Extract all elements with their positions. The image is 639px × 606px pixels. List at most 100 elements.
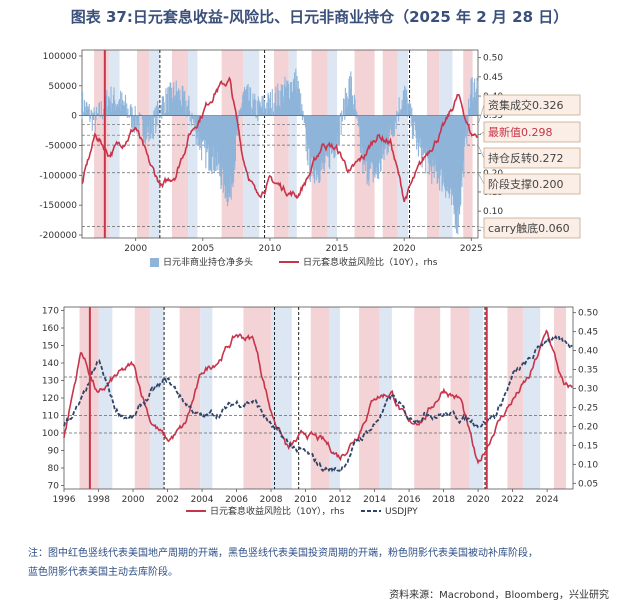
p2-ytick-right-label-7: 0.15 <box>578 441 598 451</box>
p2-legend-label-1: USDJPY <box>385 507 418 517</box>
p1-pink-shade-7 <box>382 50 398 238</box>
p2-ytick-right-label-8: 0.10 <box>578 460 598 470</box>
footnote-line-1: 注：图中红色竖线代表美国地产周期的开端，黑色竖线代表美国投资周期的开端，粉色阴影… <box>28 548 538 559</box>
chart-title: 图表 37:日元套息收益-风险比、日元非商业持仓（2025 年 2 月 28 日… <box>70 8 569 26</box>
p2-pink-shade-6 <box>414 307 441 489</box>
p1-ytick-right-label-1: 0.45 <box>483 73 503 83</box>
p1-callout-leader-4 <box>477 226 485 229</box>
p1-series-line-1 <box>81 76 478 202</box>
p1-pink-shade-2 <box>171 50 189 238</box>
p2-xtick-label-3: 2002 <box>156 495 179 505</box>
p1-ytick-right-label-0: 0.50 <box>483 54 503 64</box>
p2-blue-shade-6 <box>469 307 484 489</box>
p1-xtick-label-0: 2000 <box>124 244 147 254</box>
p1-xtick-label-2: 2010 <box>258 244 281 254</box>
p2-xtick-label-7: 2010 <box>294 495 317 505</box>
p1-ytick-left-label-4: -100000 <box>39 171 77 181</box>
p2-pink-shade-5 <box>359 307 380 489</box>
p2-blue-shade-4 <box>329 307 341 489</box>
p2-pink-shade-2 <box>179 307 201 489</box>
p1-ytick-right-label-8: 0.10 <box>483 207 503 217</box>
p2-xtick-label-8: 2012 <box>329 495 352 505</box>
p2-pink-shade-8 <box>507 307 523 489</box>
p2-ytick-left-label-3: 140 <box>42 359 59 369</box>
p2-blue-shade-2 <box>200 307 213 489</box>
p2-ytick-right-label-4: 0.30 <box>578 385 598 395</box>
p1-blue-shade-3 <box>243 50 260 238</box>
p1-plot-frame <box>81 49 479 239</box>
p1-ytick-left-label-3: -50000 <box>45 141 77 151</box>
footnote: 注：图中红色竖线代表美国地产周期的开端，黑色竖线代表美国投资周期的开端，粉色阴影… <box>28 544 628 582</box>
p1-callout-label-1: 最新值0.298 <box>488 125 553 139</box>
p1-xtick-label-3: 2015 <box>326 244 349 254</box>
p2-ytick-right-label-6: 0.20 <box>578 422 598 432</box>
p1-pink-shade-9 <box>463 50 473 238</box>
p2-ytick-left-label-0: 170 <box>42 307 59 317</box>
p2-xtick-label-12: 2020 <box>467 495 490 505</box>
p2-xtick-label-13: 2022 <box>501 495 524 505</box>
p1-xtick-label-4: 2020 <box>393 244 416 254</box>
p1-pink-shade-4 <box>273 50 289 238</box>
p2-legend-label-0: 日元套息收益风险比（10Y），rhs <box>210 505 345 517</box>
p1-callout-label-4: carry触底0.060 <box>488 221 570 235</box>
p2-pink-shade-9 <box>554 307 567 489</box>
p1-ytick-left-label-5: -150000 <box>39 201 77 211</box>
p2-ytick-right-label-9: 0.05 <box>578 479 598 489</box>
p1-blue-shade-2 <box>188 50 198 238</box>
p2-blue-shade-1 <box>150 307 165 489</box>
p2-xtick-label-0: 1996 <box>53 495 76 505</box>
p2-ytick-right-label-1: 0.45 <box>578 328 598 338</box>
p2-ytick-left-label-6: 110 <box>42 412 59 422</box>
footnote-line-2: 蓝色阴影代表美国主动去库阶段。 <box>28 567 178 578</box>
p1-ytick-right-label-3: 0.35 <box>483 111 503 121</box>
p2-xtick-label-6: 2008 <box>260 495 283 505</box>
p1-blue-shade-1 <box>149 50 160 238</box>
p2-ytick-left-label-8: 90 <box>48 447 60 457</box>
p1-xtick-label-1: 2005 <box>191 244 214 254</box>
p1-callout-label-3: 阶段支撑0.200 <box>488 177 564 191</box>
p2-blue-shade-7 <box>522 307 541 489</box>
p2-xtick-label-11: 2018 <box>432 495 455 505</box>
p1-blue-shade-6 <box>397 50 409 238</box>
p1-callout-leader-2 <box>477 145 485 159</box>
p2-xtick-label-1: 1998 <box>87 495 110 505</box>
p2-xtick-label-10: 2016 <box>398 495 421 505</box>
p2-xtick-label-2: 2000 <box>122 495 145 505</box>
p2-xtick-label-14: 2024 <box>536 495 559 505</box>
p1-callout-leader-0 <box>477 104 485 125</box>
p1-callout-leader-1 <box>477 131 485 136</box>
p1-callout-label-2: 持仓反转0.272 <box>488 151 564 165</box>
p1-net-long-bars <box>81 68 479 235</box>
p2-ytick-right-label-2: 0.40 <box>578 347 598 357</box>
p1-callout-leader-3 <box>477 172 485 185</box>
p2-ytick-left-label-5: 120 <box>42 394 59 404</box>
p2-blue-shade-5 <box>379 307 392 489</box>
p2-ytick-left-label-10: 70 <box>48 482 60 492</box>
p1-ytick-left-label-2: 0 <box>71 112 77 122</box>
p2-xtick-label-9: 2014 <box>363 495 386 505</box>
p2-ytick-right-label-0: 0.50 <box>578 309 598 319</box>
p1-blue-shade-0 <box>108 50 120 238</box>
p2-xtick-label-5: 2006 <box>225 495 248 505</box>
p1-legend-label-0: 日元非商业持仓净多头 <box>163 256 253 268</box>
p1-ytick-left-label-1: 50000 <box>48 82 77 92</box>
p1-blue-shade-4 <box>288 50 297 238</box>
p2-ytick-right-label-3: 0.35 <box>578 366 598 376</box>
source-text: 资料来源：Macrobond，Bloomberg，兴业研究 <box>389 590 609 601</box>
p1-legend-label-1: 日元套息收益风险比（10Y），rhs <box>303 256 438 268</box>
p2-ytick-left-label-1: 160 <box>42 324 59 334</box>
p2-blue-shade-0 <box>98 307 113 489</box>
p2-ytick-left-label-4: 130 <box>42 377 59 387</box>
p2-pink-shade-4 <box>310 307 330 489</box>
p2-ytick-left-label-2: 150 <box>42 342 59 352</box>
p2-ytick-left-label-9: 80 <box>48 464 60 474</box>
p1-ytick-left-label-6: -200000 <box>39 231 77 241</box>
p2-xtick-label-4: 2004 <box>191 495 214 505</box>
p1-ytick-left-label-0: 100000 <box>43 52 78 62</box>
p1-legend-swatch-0 <box>150 258 159 267</box>
p2-ytick-right-label-5: 0.25 <box>578 403 598 413</box>
p1-xtick-label-5: 2025 <box>460 244 483 254</box>
p2-ytick-left-label-7: 100 <box>42 429 59 439</box>
p1-callout-label-0: 资集成交0.326 <box>488 98 564 112</box>
